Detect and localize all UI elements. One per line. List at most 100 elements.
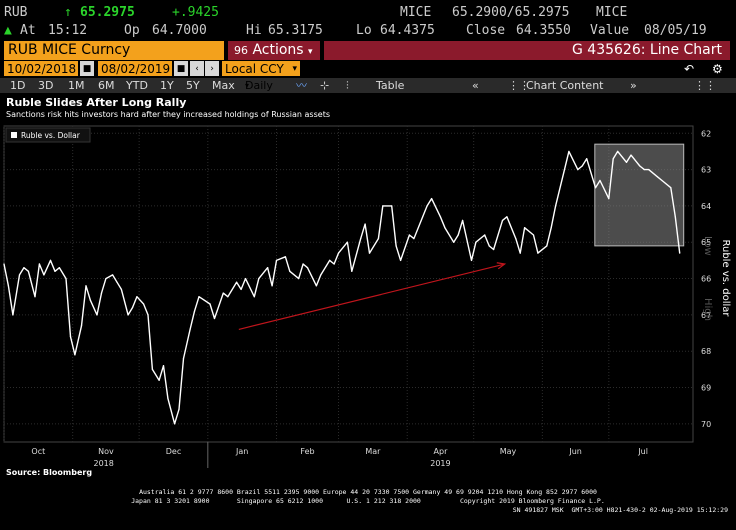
low-label: Lo — [356, 23, 372, 38]
data-point — [178, 408, 180, 410]
data-point — [368, 252, 371, 254]
chart-toolbar: 1D 3D 1M 6M YTD 1Y 5Y Max Daily ▾ 〰 ⊹ ⫶ … — [0, 78, 736, 93]
data-point — [162, 365, 165, 367]
data-point — [546, 245, 548, 247]
data-point — [189, 328, 191, 331]
data-point — [461, 219, 464, 222]
chart-type-icon[interactable]: ⊹ — [320, 79, 330, 92]
currency-select[interactable]: Local CCY ▾ — [222, 61, 300, 76]
data-point — [630, 154, 632, 156]
period-1d[interactable]: 1D — [10, 79, 26, 92]
chart-subtitle: Sanctions risk hits investors hard after… — [6, 110, 330, 119]
period-1y[interactable]: 1Y — [160, 79, 174, 92]
quote-row-1: RUB ↑ 65.2975 +.9425 MICE 65.2900/65.297… — [0, 4, 736, 22]
data-point — [643, 168, 645, 171]
data-point — [457, 234, 459, 236]
settings-icon[interactable]: ⚙ — [712, 62, 723, 76]
data-point — [284, 256, 286, 258]
data-point — [586, 158, 588, 160]
low-value: 64.4375 — [380, 23, 435, 38]
data-point — [244, 277, 247, 280]
data-point — [173, 423, 176, 425]
year-label: 2018 — [94, 459, 114, 468]
series-line-ruble-vs-dollar — [3, 150, 681, 425]
period-max[interactable]: Max — [212, 79, 235, 92]
expand-icon[interactable]: » — [630, 79, 637, 92]
quote-source-2: MICE — [596, 5, 628, 20]
data-point — [49, 259, 52, 261]
y-tick-label: 69 — [701, 384, 711, 393]
x-tick-label: Nov — [98, 447, 114, 456]
bar-style-icon[interactable]: ⫶ — [346, 79, 349, 92]
data-point — [351, 270, 353, 272]
data-point — [267, 267, 269, 269]
period-3d[interactable]: 3D — [38, 79, 54, 92]
y-tick-label: 65 — [701, 238, 711, 247]
data-point — [337, 252, 340, 254]
chart-content-button[interactable]: Chart Content — [526, 79, 604, 92]
data-point — [74, 354, 76, 356]
calendar-dropdown-icon[interactable]: ■ — [80, 61, 94, 76]
data-point — [413, 237, 415, 240]
table-button[interactable]: Table — [376, 79, 405, 92]
data-point — [100, 292, 103, 294]
calendar-dropdown-icon[interactable]: ■ — [174, 61, 188, 76]
y-tick-label: 62 — [701, 129, 711, 138]
more-icon[interactable]: ⋮⋮ — [694, 79, 716, 92]
data-point — [65, 277, 67, 280]
data-point — [333, 263, 335, 265]
bid-ask: 65.2900/65.2975 — [452, 5, 570, 20]
at-label: At — [20, 23, 36, 38]
data-point — [69, 336, 72, 338]
data-point — [111, 274, 114, 276]
period-ytd[interactable]: YTD — [126, 79, 148, 92]
end-date-field[interactable]: 08/02/2019 — [98, 61, 172, 76]
footer-line-3: SN 491827 MSK GMT+3:00 H821-430-2 02-Aug… — [512, 506, 728, 514]
data-point — [298, 277, 300, 280]
data-point — [271, 285, 273, 287]
security-field[interactable]: RUB MICE Curncy — [4, 41, 224, 60]
data-point — [391, 205, 393, 207]
next-period-button[interactable]: › — [205, 61, 219, 76]
data-point — [670, 187, 672, 189]
up-arrow-icon: ↑ — [64, 5, 72, 20]
data-point — [612, 158, 614, 160]
data-point — [656, 176, 659, 178]
data-point — [426, 205, 428, 207]
data-point — [399, 259, 402, 261]
data-point — [12, 314, 14, 316]
data-point — [306, 267, 309, 269]
collapse-icon[interactable]: « — [472, 79, 479, 92]
data-point — [470, 259, 473, 261]
data-point — [453, 241, 455, 243]
actions-menu[interactable]: 96 Actions ▾ — [228, 41, 320, 60]
data-point — [422, 216, 424, 218]
line-chart-icon[interactable]: 〰 — [296, 79, 307, 92]
data-point — [360, 237, 362, 240]
chart-content-icon: ⋮⋮ — [508, 79, 530, 92]
x-tick-label: Jan — [235, 447, 248, 456]
data-point — [493, 248, 495, 251]
start-date-field[interactable]: 10/02/2018 — [4, 61, 78, 76]
data-point — [34, 296, 36, 298]
source-note: Source: Bloomberg — [6, 468, 93, 477]
period-6m[interactable]: 6M — [98, 79, 115, 92]
data-point — [568, 150, 570, 153]
data-point — [674, 216, 676, 218]
data-point — [96, 314, 98, 316]
currency-label: Local CCY — [225, 62, 284, 76]
period-1m[interactable]: 1M — [68, 79, 85, 92]
undo-icon[interactable]: ↶ — [684, 62, 695, 76]
period-5y[interactable]: 5Y — [186, 79, 200, 92]
data-point — [608, 198, 610, 200]
plot-frame — [3, 125, 694, 443]
data-point — [275, 259, 278, 261]
actions-number: 96 — [234, 44, 248, 57]
prev-period-button[interactable]: ‹ — [190, 61, 204, 76]
data-point — [258, 277, 260, 280]
data-point — [444, 227, 446, 229]
data-point — [475, 241, 477, 243]
data-point — [120, 288, 123, 291]
y-tick-label: 68 — [701, 347, 711, 356]
x-tick-label: Dec — [166, 447, 181, 456]
